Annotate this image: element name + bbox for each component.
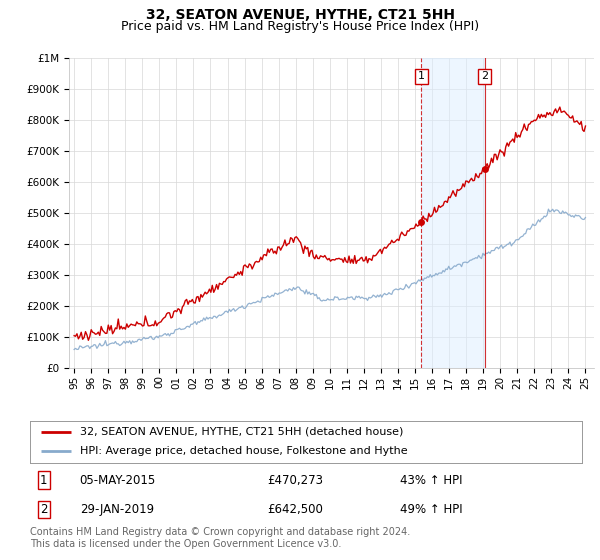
Text: HPI: Average price, detached house, Folkestone and Hythe: HPI: Average price, detached house, Folk… <box>80 446 407 456</box>
Text: Contains HM Land Registry data © Crown copyright and database right 2024.
This d: Contains HM Land Registry data © Crown c… <box>30 527 410 549</box>
Text: 2: 2 <box>40 503 47 516</box>
Text: £470,273: £470,273 <box>268 474 323 487</box>
Text: 32, SEATON AVENUE, HYTHE, CT21 5HH: 32, SEATON AVENUE, HYTHE, CT21 5HH <box>146 8 455 22</box>
Text: 43% ↑ HPI: 43% ↑ HPI <box>400 474 463 487</box>
Text: 49% ↑ HPI: 49% ↑ HPI <box>400 503 463 516</box>
Text: £642,500: £642,500 <box>268 503 323 516</box>
Text: 32, SEATON AVENUE, HYTHE, CT21 5HH (detached house): 32, SEATON AVENUE, HYTHE, CT21 5HH (deta… <box>80 427 403 437</box>
Text: 1: 1 <box>40 474 47 487</box>
Text: 2: 2 <box>481 72 488 81</box>
Bar <box>421 58 485 368</box>
Text: Price paid vs. HM Land Registry's House Price Index (HPI): Price paid vs. HM Land Registry's House … <box>121 20 479 32</box>
Text: 1: 1 <box>418 72 425 81</box>
Text: 29-JAN-2019: 29-JAN-2019 <box>80 503 154 516</box>
Text: 05-MAY-2015: 05-MAY-2015 <box>80 474 156 487</box>
